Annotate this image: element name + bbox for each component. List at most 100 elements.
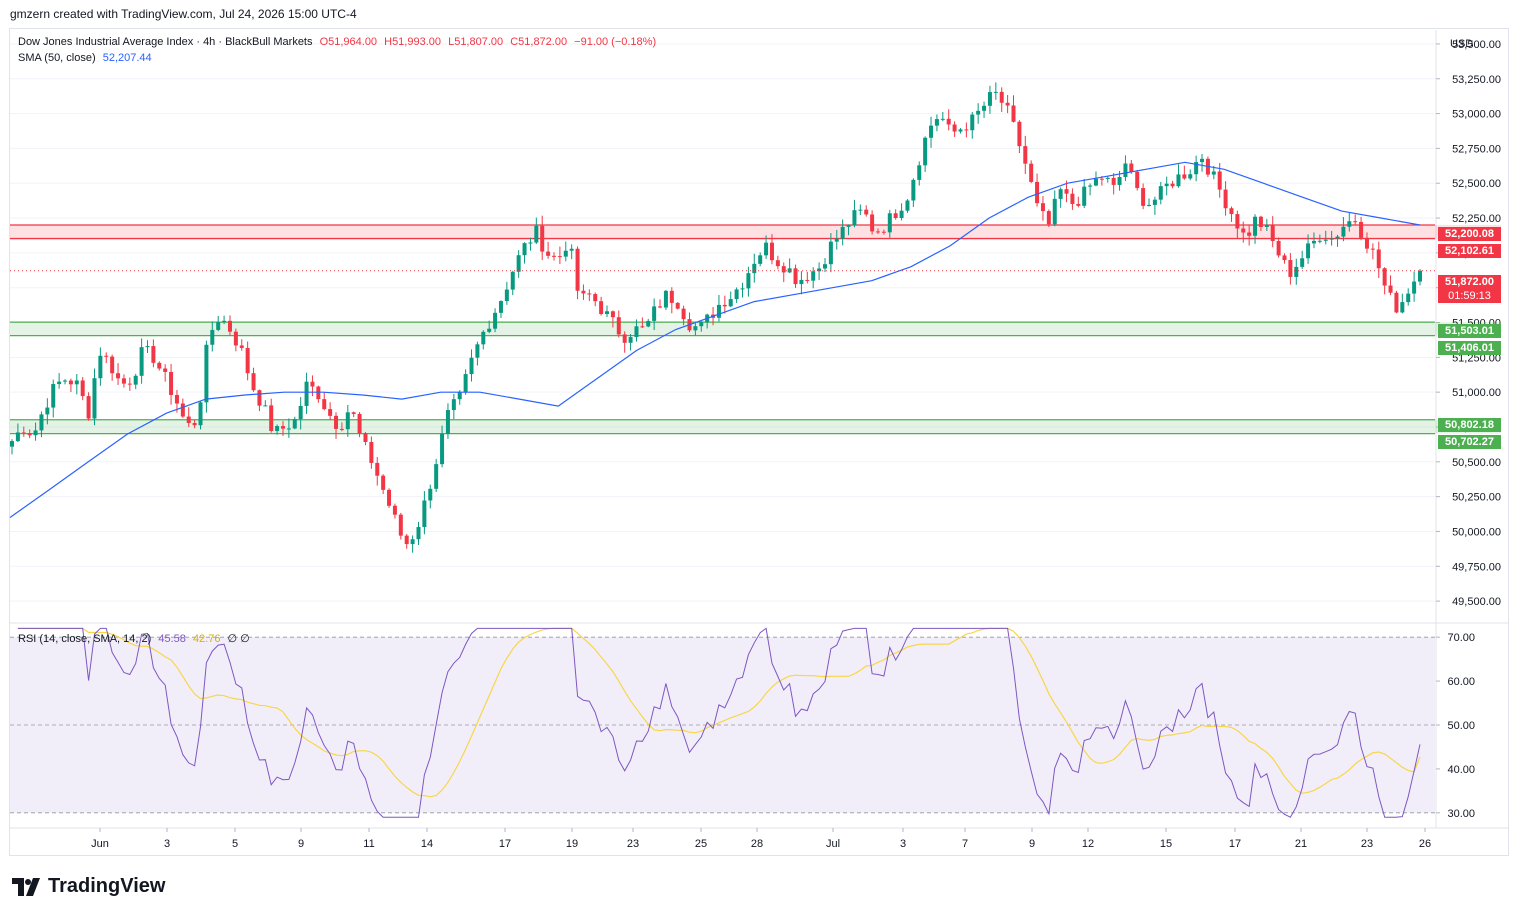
time-tick-label: 23 [627,838,639,850]
support1-top-tag: 51,503.01 [1438,324,1501,338]
candle-body [27,433,32,436]
candle-body [451,399,456,411]
candle-body [410,539,415,545]
currency-label[interactable]: USD [1450,38,1474,50]
candle-body [634,326,639,338]
candle-body [675,302,680,309]
candle-body [51,384,56,408]
candle-body [652,306,657,321]
candle-body [1235,214,1240,229]
candle-body [92,378,97,419]
rsi-tick-label: 50.00 [1447,720,1475,732]
resistance-top-tag: 52,200.08 [1438,227,1501,241]
candle-body [339,428,344,430]
candle-body [646,320,651,327]
candle-body [440,433,445,465]
candle-body [893,213,898,218]
candle-body [622,334,627,343]
rsi-legend[interactable]: RSI (14, close, SMA, 14, 2) 45.58 42.76 … [18,632,254,645]
resistance-zone [10,225,1501,239]
rsi-tick-label: 60.00 [1447,676,1475,688]
tradingview-logo[interactable]: TradingView [12,875,165,898]
candle-body [599,301,604,314]
time-tick-label: Jul [826,838,840,850]
candle-body [345,412,350,430]
candle-body [39,414,44,431]
candle-body [245,347,250,374]
candle-body [398,514,403,536]
tradingview-logo-icon [12,877,40,896]
high-value: H51,993.00 [384,36,442,48]
time-tick-label: 14 [421,838,433,850]
rsi-line [17,627,1421,818]
symbol-title[interactable]: Dow Jones Industrial Average Index · 4h … [18,36,313,48]
candle-body [805,279,810,281]
candle-body [1394,292,1399,313]
candle-body [139,347,144,376]
candle-body [746,273,751,289]
candle-body [722,304,727,307]
candle-body [752,263,757,274]
candle-body [563,250,568,257]
candle-body [416,527,421,540]
candle-body [775,260,780,267]
candle-body [257,390,262,406]
open-value: O51,964.00 [319,36,378,48]
candle-body [357,413,362,434]
candle-body [133,375,138,385]
candle-body [1129,163,1134,172]
candle-body [227,320,232,332]
candle-body [940,118,945,120]
rsi-tick-label: 30.00 [1447,808,1475,820]
candle-body [304,381,309,406]
candle-body [1176,174,1181,187]
candle-body [445,410,450,434]
time-tick-label: Jun [91,838,109,850]
candle-body [1217,171,1222,190]
candle-body [1329,238,1334,240]
candle-body [1300,258,1305,267]
candle-body [616,317,621,335]
candle-body [222,320,227,322]
candle-body [316,386,321,400]
candle-body [404,535,409,545]
chart-frame[interactable] [9,28,1509,856]
candle-body [127,383,132,385]
candle-body [1317,240,1322,242]
time-tick-label: 19 [566,838,578,850]
sma-legend[interactable]: SMA (50, close) 52,207.44 [18,52,156,64]
candle-body [121,378,126,384]
rsi-band [10,637,1435,813]
candle-body [1276,241,1281,256]
candle-body [286,428,291,430]
candle-body [699,322,704,327]
candle-body [899,210,904,218]
candle-body [852,210,857,226]
candle-body [1105,177,1110,179]
candle-body [493,312,498,329]
candle-body [540,225,545,252]
time-tick-label: 3 [164,838,170,850]
candle-body [669,290,674,303]
candle-body [1170,183,1175,187]
candle-body [1247,232,1252,236]
candle-body [716,304,721,318]
candle-body [764,242,769,256]
candle-body [663,290,668,308]
candle-body [605,311,610,314]
candle-body [1093,178,1098,186]
candle-body [104,355,109,357]
candle-body [80,380,85,397]
candle-body [1035,181,1040,204]
candle-body [292,419,297,429]
candle-body [487,328,492,332]
candle-body [516,255,521,272]
candle-body [1194,162,1199,175]
candle-body [422,500,427,528]
candle-body [269,405,274,431]
candle-body [923,137,928,166]
candle-body [987,92,992,106]
candle-body [328,409,333,416]
candle-body [557,256,562,258]
